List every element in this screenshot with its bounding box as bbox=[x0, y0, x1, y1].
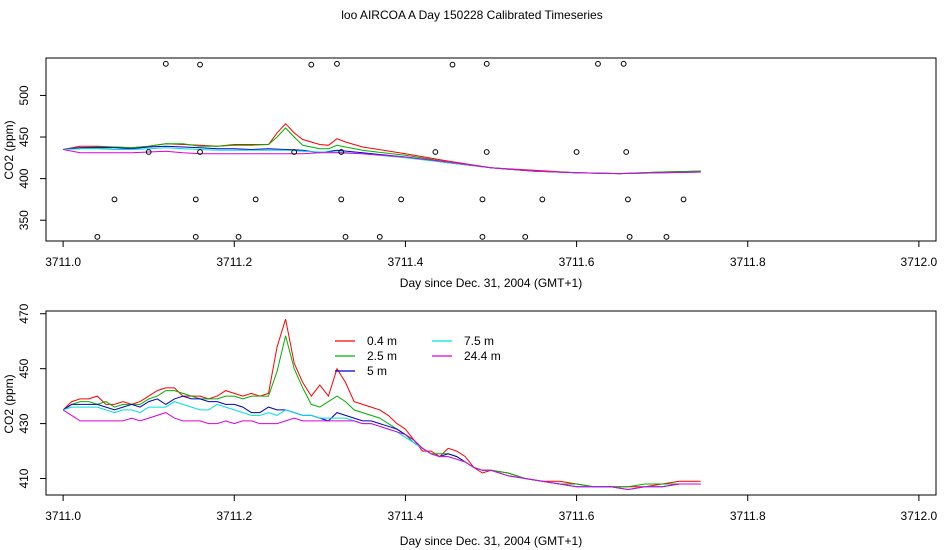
y-tick-label: 500 bbox=[17, 85, 31, 105]
y-axis-bottom: 410 430 450 470 bbox=[17, 303, 46, 489]
scatter-point bbox=[192, 196, 199, 203]
scatter-point bbox=[376, 233, 383, 240]
x-tick-label: 3712.0 bbox=[901, 509, 938, 523]
scatter-point bbox=[111, 196, 118, 203]
legend-label: 2.5 m bbox=[367, 349, 397, 363]
scatter-point bbox=[342, 233, 349, 240]
series-line-2-5-m bbox=[62, 335, 701, 488]
figure-title: loo AIRCOA A Day 150228 Calibrated Times… bbox=[341, 8, 602, 22]
y-tick-label: 400 bbox=[17, 168, 31, 188]
y-tick-label: 450 bbox=[17, 127, 31, 147]
series-lines-bottom bbox=[62, 319, 701, 491]
x-tick-label: 3711.8 bbox=[730, 509, 766, 523]
scatter-point bbox=[197, 149, 203, 155]
scatter-point bbox=[291, 149, 298, 155]
series-line-5 bbox=[63, 149, 701, 175]
y-tick-label: 470 bbox=[17, 303, 31, 323]
scatter-point bbox=[479, 196, 486, 203]
y-axis-label-bottom: CO2 (ppm) bbox=[2, 374, 16, 433]
legend-label: 7.5 m bbox=[464, 334, 494, 348]
scatter-point bbox=[432, 149, 439, 155]
scatter-point bbox=[308, 61, 315, 68]
series-line-2 bbox=[63, 127, 701, 175]
scatter-point bbox=[252, 196, 259, 203]
x-tick-label: 3711.0 bbox=[45, 509, 81, 523]
scatter-point bbox=[398, 196, 405, 203]
series-lines-top bbox=[63, 122, 701, 175]
legend-label: 24.4 m bbox=[464, 349, 501, 363]
series-line-5-m bbox=[62, 395, 701, 491]
scatter-point bbox=[483, 149, 490, 155]
scatter-point bbox=[94, 233, 101, 240]
x-tick-label: 3711.6 bbox=[559, 509, 595, 523]
scatter-point bbox=[623, 149, 630, 155]
x-tick-label: 3711.6 bbox=[559, 255, 595, 269]
y-tick-label: 450 bbox=[17, 358, 31, 378]
x-tick-label: 3711.4 bbox=[388, 255, 424, 269]
scatter-point bbox=[338, 149, 345, 155]
scatter-point bbox=[483, 60, 490, 67]
x-tick-label: 3711.2 bbox=[216, 255, 252, 269]
scatter-point bbox=[479, 233, 486, 240]
scatter-point bbox=[197, 61, 203, 68]
y-tick-label: 350 bbox=[17, 210, 31, 230]
scatter-point bbox=[522, 233, 529, 240]
scatter-point bbox=[539, 196, 546, 203]
y-axis-top: 350 400 450 500 bbox=[17, 85, 46, 230]
x-axis-label-top: Day since Dec. 31, 2004 (GMT+1) bbox=[400, 276, 582, 290]
scatter-point bbox=[663, 233, 670, 240]
legend-label: 0.4 m bbox=[367, 334, 397, 348]
scatter-point bbox=[192, 233, 199, 240]
scatter-point bbox=[338, 196, 345, 203]
x-tick-label: 3711.2 bbox=[216, 509, 252, 523]
scatter-point bbox=[595, 60, 601, 67]
x-tick-label: 3711.8 bbox=[730, 255, 766, 269]
scatter-point bbox=[573, 149, 580, 155]
legend: 0.4 m2.5 m5 m 7.5 m24.4 m bbox=[335, 334, 501, 378]
scatter-point bbox=[680, 196, 687, 203]
plot-frame-bottom bbox=[45, 310, 937, 496]
scatter-point bbox=[620, 60, 627, 67]
scatter-point bbox=[625, 196, 631, 203]
scatter-point bbox=[145, 149, 152, 155]
y-axis-label-top: CO2 (ppm) bbox=[2, 120, 16, 179]
scatter-point bbox=[334, 60, 340, 67]
x-tick-label: 3711.0 bbox=[45, 255, 81, 269]
scatter-point bbox=[449, 61, 456, 68]
series-line-24-4-m bbox=[62, 409, 701, 491]
y-tick-label: 430 bbox=[17, 413, 31, 433]
plot-frame-top bbox=[45, 57, 937, 242]
scatter-point bbox=[235, 233, 242, 240]
x-tick-label: 3712.0 bbox=[901, 255, 938, 269]
scatter-point bbox=[162, 60, 169, 67]
scatter-points-top bbox=[94, 60, 687, 240]
x-tick-label: 3711.4 bbox=[388, 509, 424, 523]
x-axis-top: 3711.0 3711.2 3711.4 3711.6 3711.8 3712.0 bbox=[45, 241, 938, 269]
legend-label: 5 m bbox=[367, 364, 387, 378]
x-axis-label-bottom: Day since Dec. 31, 2004 (GMT+1) bbox=[400, 534, 582, 548]
scatter-point bbox=[626, 233, 633, 240]
x-axis-bottom: 3711.0 3711.2 3711.4 3711.6 3711.8 3712.0 bbox=[45, 495, 938, 523]
y-tick-label: 410 bbox=[17, 468, 31, 488]
